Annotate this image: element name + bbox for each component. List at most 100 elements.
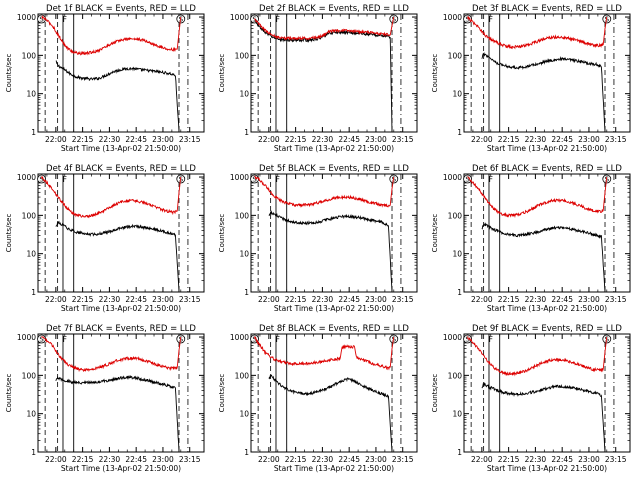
y-tick-label: 1000 — [443, 13, 462, 22]
y-tick-label: 100 — [235, 211, 250, 220]
y-tick-label: 1000 — [17, 13, 36, 22]
marker-label: F — [276, 335, 280, 344]
marker-label: S — [179, 16, 184, 24]
x-tick-label: 22:45 — [125, 455, 147, 464]
x-tick-label: 23:00 — [578, 295, 600, 304]
x-axis-label: Start Time (13-Apr-02 21:50:00) — [274, 144, 394, 153]
x-tick-label: 23:15 — [392, 135, 414, 144]
plot-frame — [463, 13, 631, 133]
x-tick-label: 23:15 — [179, 295, 201, 304]
x-tick-label: 22:00 — [258, 455, 280, 464]
marker-label: S — [465, 176, 470, 184]
y-tick-label: 1 — [31, 288, 36, 297]
x-tick-label: 23:15 — [179, 455, 201, 464]
y-axis-label: Counts/sec — [5, 214, 13, 253]
chart-title: Det 7f BLACK = Events, RED = LLD — [46, 324, 196, 334]
x-tick-label: 22:15 — [72, 455, 94, 464]
y-tick-label: 100 — [448, 371, 463, 380]
marker-label: S — [39, 336, 44, 344]
x-tick-label: 22:15 — [498, 295, 520, 304]
series-line-lld — [41, 336, 182, 373]
chart-title: Det 5f BLACK = Events, RED = LLD — [259, 164, 409, 174]
plot-frame — [463, 333, 631, 453]
series-line-lld — [41, 176, 182, 219]
x-tick-label: 22:45 — [551, 135, 573, 144]
plot-frame — [250, 13, 418, 133]
x-tick-label: 22:00 — [258, 135, 280, 144]
x-axis-label: Start Time (13-Apr-02 21:50:00) — [487, 144, 607, 153]
x-tick-label: 23:00 — [365, 295, 387, 304]
chart-title: Det 4f BLACK = Events, RED = LLD — [46, 164, 196, 174]
x-tick-label: 23:15 — [605, 455, 627, 464]
x-tick-label: 22:30 — [99, 295, 121, 304]
x-axis-label: Start Time (13-Apr-02 21:50:00) — [61, 144, 181, 153]
x-tick-label: 22:45 — [551, 455, 573, 464]
y-tick-label: 100 — [448, 51, 463, 60]
x-tick-label: 22:30 — [312, 295, 334, 304]
marker-label: S — [605, 176, 610, 184]
x-tick-label: 23:00 — [578, 135, 600, 144]
y-axis-label: Counts/sec — [5, 374, 13, 413]
y-axis-label: Counts/sec — [431, 214, 439, 253]
marker-label: F — [276, 15, 280, 24]
series-line-lld — [254, 175, 395, 208]
x-tick-label: 22:30 — [99, 135, 121, 144]
x-tick-label: 23:15 — [605, 295, 627, 304]
marker-label: S — [605, 336, 610, 344]
plot-frame — [463, 173, 631, 293]
x-tick-label: 22:15 — [72, 135, 94, 144]
series-line-lld — [467, 176, 608, 219]
x-tick-label: 22:45 — [338, 455, 360, 464]
x-tick-label: 23:15 — [605, 135, 627, 144]
marker-label: S — [465, 336, 470, 344]
y-tick-label: 1 — [457, 288, 462, 297]
x-tick-label: 22:00 — [471, 455, 493, 464]
marker-label: F — [489, 175, 493, 184]
x-tick-label: 22:45 — [125, 135, 147, 144]
marker-label: F — [489, 335, 493, 344]
y-tick-label: 1 — [457, 128, 462, 137]
y-tick-label: 1000 — [17, 333, 36, 342]
x-tick-label: 23:00 — [152, 455, 174, 464]
x-tick-label: 22:30 — [525, 455, 547, 464]
marker-label: S — [252, 176, 257, 184]
y-tick-label: 1000 — [17, 173, 36, 182]
series-line-events — [481, 222, 606, 293]
y-tick-label: 10 — [26, 90, 36, 99]
x-tick-label: 22:15 — [498, 135, 520, 144]
x-tick-label: 22:00 — [258, 295, 280, 304]
x-tick-label: 22:45 — [125, 295, 147, 304]
plot-frame — [37, 333, 205, 453]
x-tick-label: 22:30 — [525, 295, 547, 304]
x-tick-label: 23:15 — [179, 135, 201, 144]
y-tick-label: 1 — [31, 128, 36, 137]
chart-title: Det 6f BLACK = Events, RED = LLD — [472, 164, 622, 174]
series-line-events — [481, 51, 606, 133]
y-tick-label: 10 — [452, 410, 462, 419]
x-axis-label: Start Time (13-Apr-02 21:50:00) — [487, 464, 607, 473]
chart-title: Det 1f BLACK = Events, RED = LLD — [46, 4, 196, 14]
marker-label: S — [179, 336, 184, 344]
y-tick-label: 100 — [22, 51, 37, 60]
y-tick-label: 1 — [31, 448, 36, 457]
marker-label: F — [63, 175, 67, 184]
marker-label: F — [63, 335, 67, 344]
plot-frame — [37, 173, 205, 293]
x-tick-label: 22:00 — [471, 135, 493, 144]
chart-panel-8: Det 8f BLACK = Events, RED = LLD Counts/s… — [218, 324, 418, 473]
series-line-lld — [467, 15, 608, 50]
chart-panel-1: Det 1f BLACK = Events, RED = LLD Counts/s… — [5, 4, 205, 153]
x-tick-label: 22:45 — [338, 295, 360, 304]
y-tick-label: 10 — [452, 90, 462, 99]
marker-circle — [463, 334, 472, 344]
marker-label: S — [465, 16, 470, 24]
x-tick-label: 22:00 — [45, 295, 67, 304]
series-line-lld — [254, 336, 395, 371]
x-tick-label: 22:15 — [498, 455, 520, 464]
marker-label: S — [39, 176, 44, 184]
x-tick-label: 22:30 — [525, 135, 547, 144]
marker-label: S — [179, 176, 184, 184]
x-tick-label: 23:00 — [365, 135, 387, 144]
marker-label: F — [489, 15, 493, 24]
